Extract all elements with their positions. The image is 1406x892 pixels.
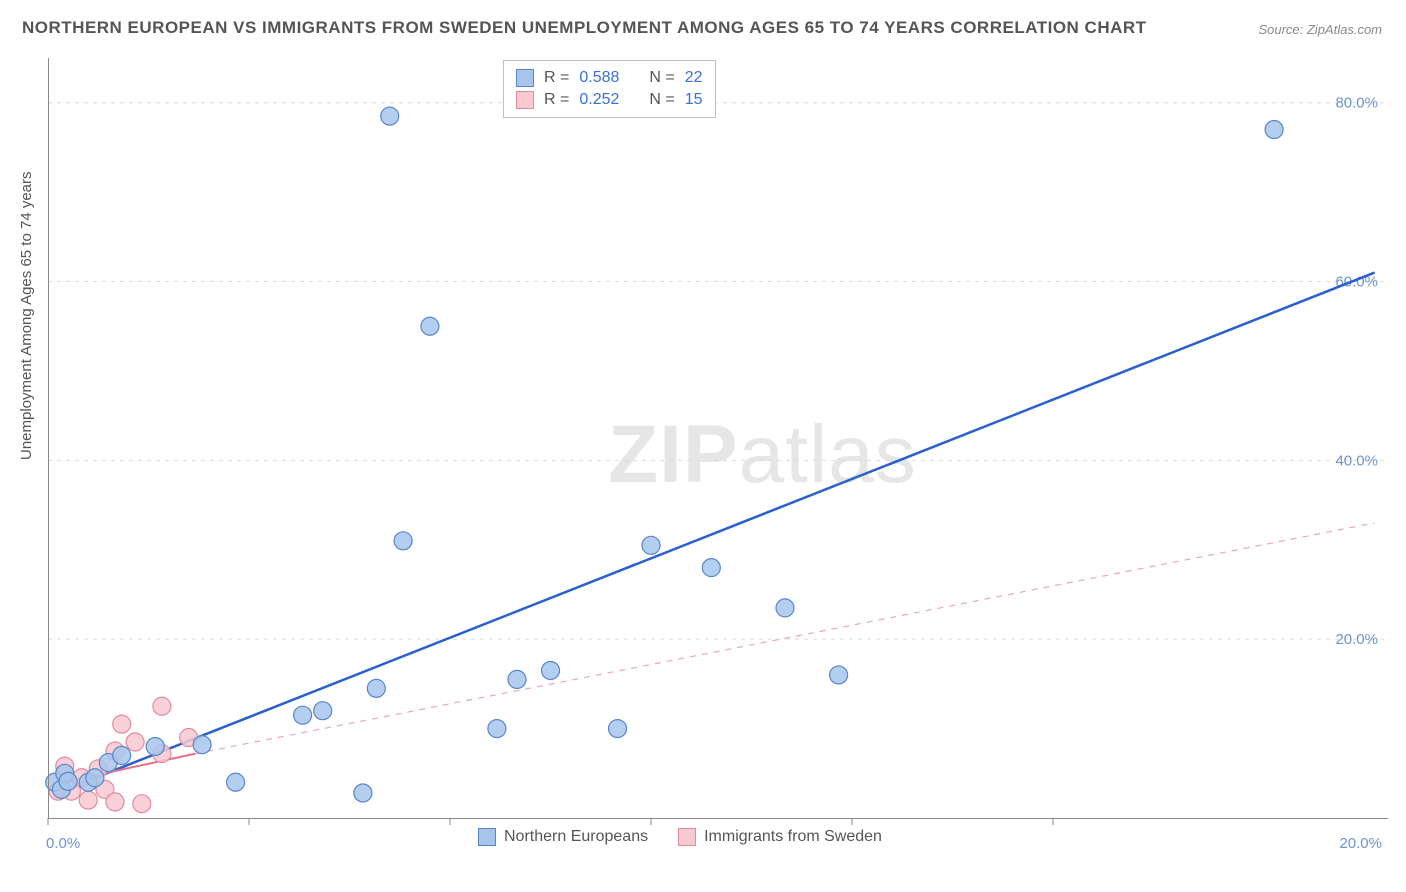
n-value-blue: 22	[685, 67, 703, 89]
legend-label-blue: Northern Europeans	[504, 828, 648, 846]
correlation-legend: R = 0.588 N = 22 R = 0.252 N = 15	[503, 60, 716, 118]
plot-area: ZIPatlas 20.0%40.0%60.0%80.0%0.0%20.0% R…	[48, 58, 1388, 848]
svg-text:20.0%: 20.0%	[1339, 835, 1382, 852]
x-axis-line	[48, 818, 1388, 819]
swatch-pink	[516, 91, 534, 109]
r-label: R =	[544, 89, 569, 111]
n-label: N =	[649, 67, 674, 89]
legend-item-pink: Immigrants from Sweden	[678, 828, 882, 846]
svg-text:0.0%: 0.0%	[46, 835, 80, 852]
y-axis-label: Unemployment Among Ages 65 to 74 years	[18, 171, 35, 460]
swatch-blue	[516, 69, 534, 87]
n-label: N =	[649, 89, 674, 111]
svg-text:60.0%: 60.0%	[1335, 274, 1378, 291]
r-label: R =	[544, 67, 569, 89]
swatch-blue	[478, 828, 496, 846]
swatch-pink	[678, 828, 696, 846]
r-value-pink: 0.252	[579, 89, 619, 111]
svg-text:20.0%: 20.0%	[1335, 631, 1378, 648]
r-value-blue: 0.588	[579, 67, 619, 89]
n-value-pink: 15	[685, 89, 703, 111]
legend-label-pink: Immigrants from Sweden	[704, 828, 882, 846]
corr-row-pink: R = 0.252 N = 15	[516, 89, 703, 111]
corr-row-blue: R = 0.588 N = 22	[516, 67, 703, 89]
chart-svg: 20.0%40.0%60.0%80.0%0.0%20.0%	[48, 58, 1388, 848]
legend-item-blue: Northern Europeans	[478, 828, 648, 846]
svg-text:40.0%: 40.0%	[1335, 452, 1378, 469]
svg-text:80.0%: 80.0%	[1335, 95, 1378, 112]
y-axis-line	[48, 58, 49, 818]
chart-title: NORTHERN EUROPEAN VS IMMIGRANTS FROM SWE…	[22, 18, 1147, 38]
series-legend: Northern Europeans Immigrants from Swede…	[478, 828, 882, 846]
source-label: Source: ZipAtlas.com	[1258, 22, 1382, 37]
